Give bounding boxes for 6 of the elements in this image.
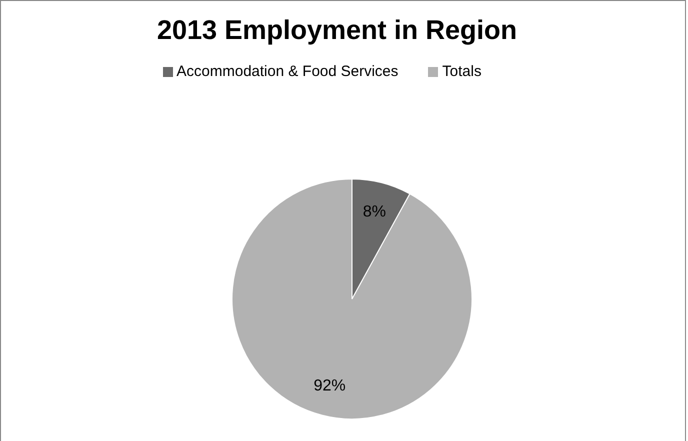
chart-title: 2013 Employment in Region — [156, 15, 518, 46]
pie-slice — [232, 178, 472, 420]
legend-label: Accommodation & Food Services — [176, 63, 398, 80]
data-label: 92% — [314, 378, 346, 395]
legend-label: Totals — [442, 63, 482, 80]
data-label: 8% — [362, 203, 386, 220]
